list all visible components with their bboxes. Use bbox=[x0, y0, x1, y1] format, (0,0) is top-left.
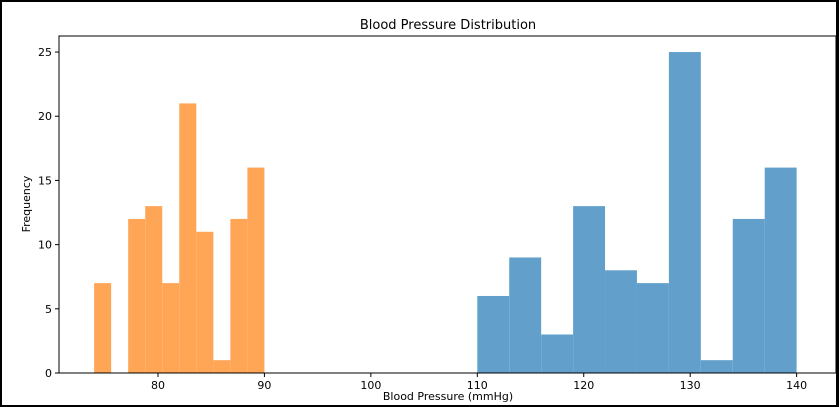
chart-title: Blood Pressure Distribution bbox=[360, 18, 536, 33]
histogram-bar-series1-bin3 bbox=[128, 218, 146, 373]
x-axis-ticks: 80 90 100 110 120 130 140 bbox=[151, 373, 807, 392]
histogram-bar-series2-bin5 bbox=[605, 270, 637, 373]
plot-area bbox=[58, 35, 837, 374]
histogram-bar-series1-bin8 bbox=[213, 360, 231, 373]
histogram-bar-series2-bin8 bbox=[700, 360, 733, 373]
histogram-bar-series2-bin9 bbox=[732, 218, 765, 373]
y-tick-label: 15 bbox=[38, 174, 52, 187]
y-tick-label: 20 bbox=[38, 110, 52, 123]
histogram-bar-series2-bin10 bbox=[764, 167, 797, 373]
histogram-bar-series1-bin9 bbox=[230, 218, 248, 373]
y-tick-label: 10 bbox=[38, 239, 52, 252]
histogram-bar-series2-bin1 bbox=[477, 295, 510, 373]
x-tick-label: 100 bbox=[360, 379, 381, 392]
y-axis-label: Frequency bbox=[20, 175, 33, 232]
histogram-bar-series1-bin6 bbox=[179, 103, 197, 374]
histogram-bar-series1-bin5 bbox=[162, 283, 180, 373]
x-tick-label: 80 bbox=[151, 379, 165, 392]
x-tick-label: 120 bbox=[573, 379, 594, 392]
histogram-bar-series2-bin6 bbox=[636, 283, 669, 373]
x-axis-label: Blood Pressure (mmHg) bbox=[383, 390, 513, 403]
x-tick-label: 90 bbox=[257, 379, 271, 392]
histogram-bar-series2-bin4 bbox=[573, 206, 606, 373]
y-tick-label: 5 bbox=[45, 303, 52, 316]
histogram-bar-series2-bin2 bbox=[509, 257, 542, 373]
y-tick-label: 25 bbox=[38, 46, 52, 59]
y-tick-label: 0 bbox=[45, 367, 52, 380]
histogram-bar-series1-bin7 bbox=[196, 231, 214, 373]
histogram-bar-series1-bin4 bbox=[145, 206, 163, 373]
histogram-bar-series2-bin7 bbox=[668, 52, 701, 374]
x-tick-label: 110 bbox=[467, 379, 488, 392]
histogram-bar-series1-bin1 bbox=[94, 283, 112, 373]
y-axis-ticks: 0 5 10 15 20 25 bbox=[38, 46, 59, 380]
x-tick-label: 140 bbox=[786, 379, 807, 392]
histogram-bar-series2-bin3 bbox=[541, 334, 574, 373]
histogram-bar-series1-bin10 bbox=[247, 167, 265, 373]
x-tick-label: 130 bbox=[680, 379, 701, 392]
bars-layer bbox=[94, 52, 797, 374]
